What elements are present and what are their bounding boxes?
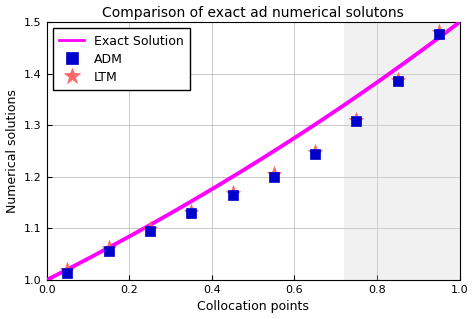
X-axis label: Collocation points: Collocation points	[197, 300, 309, 314]
Bar	[344, 22, 460, 280]
Y-axis label: Numerical solutions: Numerical solutions	[6, 89, 18, 213]
Title: Comparison of exact ad numerical solutons: Comparison of exact ad numerical soluton…	[102, 5, 404, 19]
Legend: Exact Solution, ADM, LTM: Exact Solution, ADM, LTM	[53, 28, 190, 90]
